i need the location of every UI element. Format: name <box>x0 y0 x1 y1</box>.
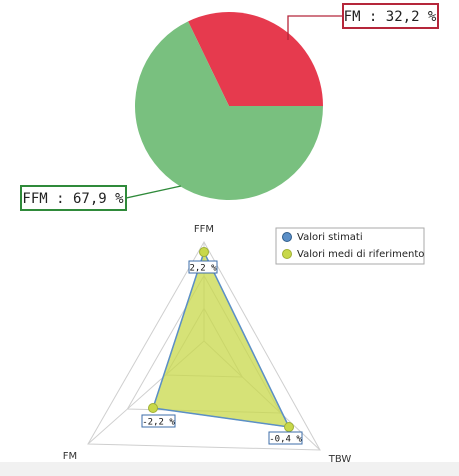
axis-label-fm: FM <box>63 451 77 462</box>
legend-marker-estimated-icon <box>282 232 292 242</box>
pie-slice-fm <box>188 12 323 107</box>
fm-callout-box <box>342 3 439 29</box>
value-box-fm <box>141 414 176 428</box>
value-label-tbw: -0,4 % <box>269 435 302 445</box>
ffm-callout-box <box>20 185 127 211</box>
pie-slice-ffm <box>134 21 323 200</box>
ffm-callout: FFM : 67,9 % <box>20 185 182 211</box>
legend-box <box>275 227 425 265</box>
fm-callout: FM : 32,2 % <box>287 3 439 40</box>
value-label-ffm: 2,2 % <box>189 264 217 274</box>
radar-legend: Valori stimati Valori medi di riferiment… <box>275 227 425 265</box>
radar-point-ffm <box>199 247 209 257</box>
value-box-ffm <box>188 260 218 274</box>
legend-marker-reference-icon <box>282 249 292 259</box>
fm-callout-label: FM : 32,2 % <box>344 9 437 25</box>
legend-label-reference: Valori medi di riferimento <box>297 249 424 260</box>
radar-point-fm <box>148 403 158 413</box>
ffm-callout-label: FFM : 67,9 % <box>22 191 124 207</box>
radar-series-estimated-line <box>152 250 291 428</box>
axis-label-tbw: TBW <box>328 454 352 465</box>
radar-series-reference-area <box>152 250 290 428</box>
legend-label-estimated: Valori stimati <box>297 232 363 243</box>
value-box-tbw <box>268 431 303 445</box>
axis-label-ffm: FFM <box>194 224 214 235</box>
radar-point-tbw <box>284 422 294 432</box>
value-label-fm: -2,2 % <box>142 418 175 428</box>
footer-strip <box>0 462 459 476</box>
pie-chart <box>134 12 323 200</box>
radar-axis-labels: FFM TBW FM <box>63 224 352 465</box>
radar-value-labels: 2,2 % -0,4 % -2,2 % <box>141 260 303 445</box>
radar-grid-ring <box>87 240 321 451</box>
ffm-callout-leader <box>125 185 182 199</box>
fm-callout-leader <box>287 15 343 40</box>
radar-chart: FFM TBW FM 2,2 % -0,4 % -2,2 % Valori st… <box>63 224 425 465</box>
